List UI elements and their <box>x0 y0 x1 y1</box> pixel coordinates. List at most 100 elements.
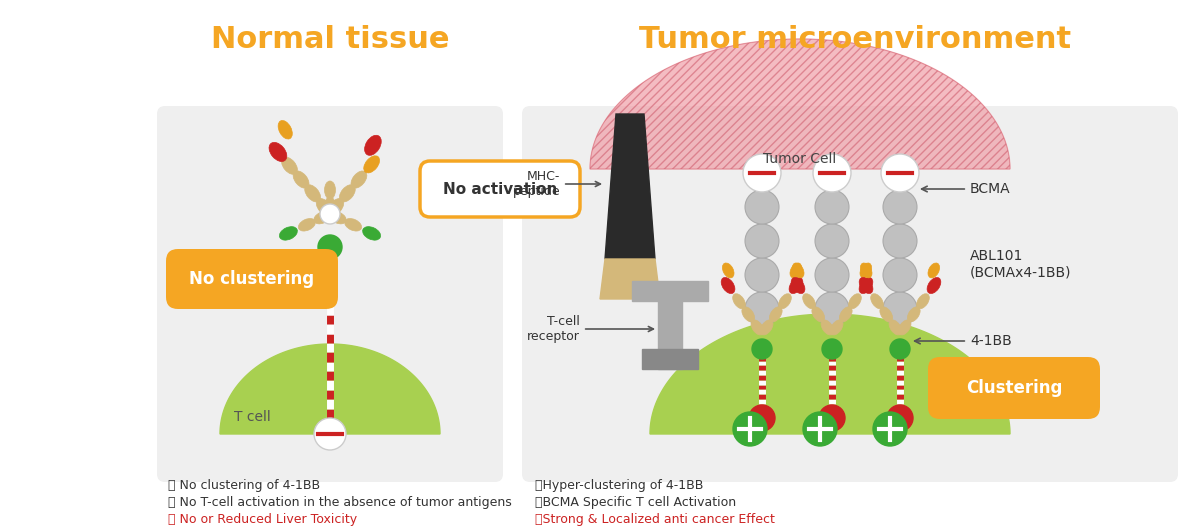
Circle shape <box>803 412 838 446</box>
Text: 4-1BB: 4-1BB <box>914 334 1012 348</box>
Text: ・ No clustering of 4-1BB: ・ No clustering of 4-1BB <box>168 479 320 492</box>
Ellipse shape <box>871 294 883 309</box>
Ellipse shape <box>721 278 734 294</box>
Ellipse shape <box>761 320 773 335</box>
Ellipse shape <box>362 226 380 240</box>
Circle shape <box>883 224 917 258</box>
Ellipse shape <box>889 320 901 335</box>
Text: ・Hyper-clustering of 4-1BB: ・Hyper-clustering of 4-1BB <box>535 479 703 492</box>
Polygon shape <box>650 314 1010 434</box>
Ellipse shape <box>880 307 893 322</box>
Ellipse shape <box>812 307 824 322</box>
Ellipse shape <box>779 294 791 309</box>
Text: No activation: No activation <box>443 181 557 196</box>
Ellipse shape <box>769 307 782 322</box>
Ellipse shape <box>751 320 763 335</box>
Ellipse shape <box>860 263 871 278</box>
Ellipse shape <box>344 218 361 231</box>
Text: Clustering: Clustering <box>966 379 1062 397</box>
Polygon shape <box>590 39 1010 169</box>
Circle shape <box>883 190 917 224</box>
Text: T-cell
receptor: T-cell receptor <box>527 315 653 343</box>
Polygon shape <box>220 344 440 434</box>
Text: No clustering: No clustering <box>190 270 314 288</box>
Text: ・BCMA Specific T cell Activation: ・BCMA Specific T cell Activation <box>535 496 736 509</box>
Polygon shape <box>600 259 660 299</box>
Text: T cell: T cell <box>234 410 270 424</box>
Ellipse shape <box>328 198 343 216</box>
Circle shape <box>883 292 917 326</box>
Text: Tumor Cell: Tumor Cell <box>763 152 836 166</box>
Ellipse shape <box>329 211 346 224</box>
Circle shape <box>314 418 346 450</box>
Circle shape <box>749 405 775 431</box>
Ellipse shape <box>733 294 745 309</box>
Ellipse shape <box>859 278 872 294</box>
Ellipse shape <box>790 263 802 278</box>
Text: ・ No T-cell activation in the absence of tumor antigens: ・ No T-cell activation in the absence of… <box>168 496 511 509</box>
Circle shape <box>815 224 850 258</box>
Ellipse shape <box>305 185 320 202</box>
Ellipse shape <box>293 171 308 188</box>
Circle shape <box>815 258 850 292</box>
Ellipse shape <box>839 307 852 322</box>
FancyBboxPatch shape <box>157 106 503 482</box>
Ellipse shape <box>792 263 804 278</box>
Ellipse shape <box>352 171 367 188</box>
Ellipse shape <box>280 226 298 240</box>
Circle shape <box>743 154 781 192</box>
FancyBboxPatch shape <box>166 249 338 309</box>
Circle shape <box>733 412 767 446</box>
Text: MHC-
peptide: MHC- peptide <box>512 170 600 198</box>
Ellipse shape <box>364 156 379 173</box>
Text: ・Strong & Localized anti cancer Effect: ・Strong & Localized anti cancer Effect <box>535 513 775 526</box>
Ellipse shape <box>340 185 355 202</box>
Circle shape <box>318 235 342 259</box>
Ellipse shape <box>278 121 293 139</box>
Text: BCMA: BCMA <box>922 182 1010 196</box>
Ellipse shape <box>791 278 805 294</box>
Ellipse shape <box>317 198 332 216</box>
Circle shape <box>745 258 779 292</box>
Circle shape <box>822 339 842 359</box>
Ellipse shape <box>859 278 872 294</box>
Text: ・ No or Reduced Liver Toxicity: ・ No or Reduced Liver Toxicity <box>168 513 358 526</box>
FancyBboxPatch shape <box>522 106 1178 482</box>
Text: ABL101
(BCMAx4-1BB): ABL101 (BCMAx4-1BB) <box>970 249 1072 279</box>
Ellipse shape <box>722 263 734 278</box>
Ellipse shape <box>928 278 941 294</box>
Text: Normal tissue: Normal tissue <box>211 24 449 53</box>
Ellipse shape <box>314 211 331 224</box>
Ellipse shape <box>830 320 842 335</box>
Circle shape <box>883 258 917 292</box>
FancyBboxPatch shape <box>928 357 1100 419</box>
Ellipse shape <box>282 157 298 175</box>
Ellipse shape <box>324 181 336 199</box>
Ellipse shape <box>269 142 287 161</box>
Circle shape <box>752 339 772 359</box>
Ellipse shape <box>860 263 872 278</box>
Ellipse shape <box>790 278 803 294</box>
Ellipse shape <box>299 218 316 231</box>
Text: Tumor microenvironment: Tumor microenvironment <box>638 24 1072 53</box>
Ellipse shape <box>907 307 920 322</box>
Circle shape <box>815 190 850 224</box>
Ellipse shape <box>365 135 382 156</box>
Ellipse shape <box>803 294 816 309</box>
Ellipse shape <box>917 294 929 309</box>
Circle shape <box>887 405 913 431</box>
Circle shape <box>745 190 779 224</box>
Circle shape <box>815 292 850 326</box>
FancyBboxPatch shape <box>420 161 580 217</box>
Circle shape <box>818 405 845 431</box>
Ellipse shape <box>742 307 755 322</box>
Circle shape <box>874 412 907 446</box>
Polygon shape <box>632 281 708 301</box>
Circle shape <box>890 339 910 359</box>
Polygon shape <box>642 349 698 369</box>
Circle shape <box>881 154 919 192</box>
Ellipse shape <box>324 197 336 215</box>
Ellipse shape <box>928 263 940 278</box>
Ellipse shape <box>821 320 834 335</box>
Ellipse shape <box>899 320 911 335</box>
